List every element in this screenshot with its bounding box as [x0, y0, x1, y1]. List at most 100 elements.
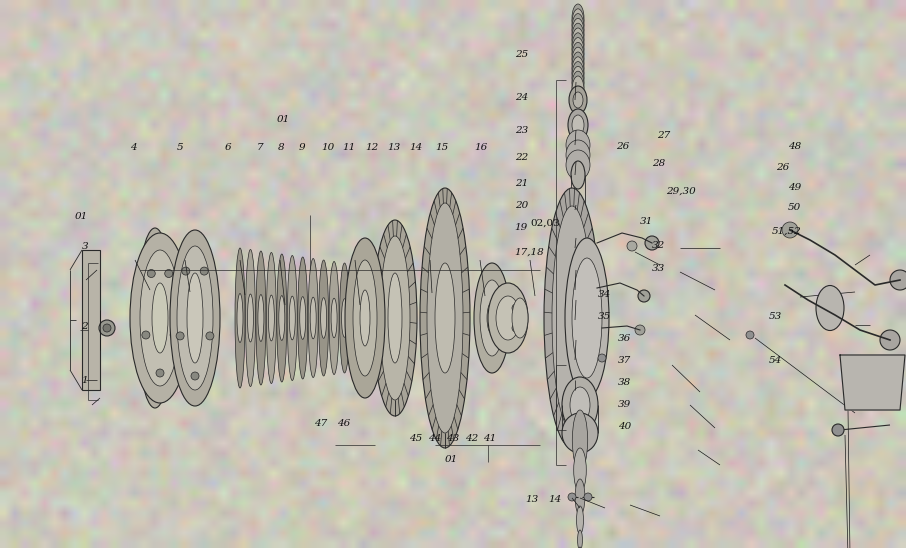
Circle shape: [880, 330, 900, 350]
Text: 51,52: 51,52: [772, 227, 802, 236]
Ellipse shape: [308, 259, 318, 378]
Circle shape: [512, 304, 520, 312]
Ellipse shape: [353, 260, 377, 376]
Ellipse shape: [298, 257, 308, 379]
Ellipse shape: [342, 299, 348, 337]
Ellipse shape: [246, 249, 255, 386]
Text: 5: 5: [177, 144, 183, 152]
Text: 17,18: 17,18: [515, 248, 545, 256]
Ellipse shape: [177, 246, 213, 390]
Ellipse shape: [420, 188, 470, 448]
Ellipse shape: [572, 76, 584, 104]
Text: 12: 12: [365, 144, 379, 152]
Ellipse shape: [572, 38, 584, 66]
Ellipse shape: [247, 294, 254, 342]
Ellipse shape: [572, 19, 584, 47]
Text: 22: 22: [515, 153, 528, 162]
Circle shape: [890, 270, 906, 290]
Circle shape: [845, 395, 855, 405]
Circle shape: [645, 236, 659, 250]
Circle shape: [584, 493, 592, 501]
Text: 31: 31: [640, 218, 653, 226]
Ellipse shape: [496, 296, 520, 340]
Circle shape: [885, 385, 895, 395]
Text: 36: 36: [618, 334, 631, 343]
Ellipse shape: [512, 298, 528, 338]
Ellipse shape: [373, 220, 417, 416]
Ellipse shape: [570, 387, 590, 423]
Ellipse shape: [572, 42, 584, 70]
Text: 23: 23: [515, 126, 528, 135]
Text: 42: 42: [465, 434, 478, 443]
Ellipse shape: [141, 240, 169, 396]
Text: 46: 46: [337, 419, 351, 427]
Ellipse shape: [329, 261, 339, 374]
Ellipse shape: [572, 71, 584, 99]
Text: 10: 10: [322, 144, 335, 152]
Ellipse shape: [572, 28, 584, 56]
Ellipse shape: [572, 33, 584, 61]
Bar: [82, 250, 100, 390]
Ellipse shape: [572, 66, 584, 94]
Circle shape: [782, 222, 798, 238]
Ellipse shape: [572, 23, 584, 51]
Ellipse shape: [573, 92, 583, 108]
Text: 26: 26: [776, 163, 790, 172]
Text: 2: 2: [82, 322, 88, 330]
Text: 01: 01: [445, 455, 458, 464]
Circle shape: [99, 320, 115, 336]
Text: 14: 14: [410, 144, 423, 152]
Text: 27: 27: [657, 132, 670, 140]
Circle shape: [156, 369, 164, 377]
Text: 28: 28: [652, 159, 666, 168]
Circle shape: [200, 267, 208, 275]
Circle shape: [746, 331, 754, 339]
Ellipse shape: [566, 140, 590, 170]
Ellipse shape: [575, 479, 585, 515]
Ellipse shape: [571, 161, 585, 189]
Circle shape: [165, 270, 173, 277]
Text: 21: 21: [515, 179, 528, 188]
Ellipse shape: [578, 547, 582, 548]
Text: 53: 53: [768, 312, 782, 321]
Ellipse shape: [572, 14, 584, 42]
Text: 54: 54: [768, 356, 782, 365]
Text: 29,30: 29,30: [666, 186, 696, 195]
Ellipse shape: [573, 410, 588, 470]
Text: 37: 37: [618, 356, 631, 365]
Circle shape: [598, 354, 606, 362]
Ellipse shape: [170, 230, 220, 406]
Ellipse shape: [321, 298, 327, 338]
Ellipse shape: [187, 273, 203, 363]
Circle shape: [512, 324, 520, 332]
Circle shape: [832, 424, 844, 436]
Ellipse shape: [577, 530, 583, 548]
Ellipse shape: [572, 115, 584, 135]
Ellipse shape: [345, 238, 385, 398]
Text: 16: 16: [475, 144, 488, 152]
Ellipse shape: [130, 233, 190, 403]
Ellipse shape: [388, 273, 402, 363]
Text: 9: 9: [299, 144, 305, 152]
Text: 7: 7: [256, 144, 263, 152]
Circle shape: [206, 332, 214, 340]
Text: 35: 35: [598, 312, 612, 321]
Ellipse shape: [352, 299, 358, 336]
Circle shape: [148, 270, 155, 277]
Text: 13: 13: [525, 495, 539, 504]
Ellipse shape: [569, 217, 587, 253]
Ellipse shape: [566, 150, 590, 180]
Ellipse shape: [568, 109, 588, 141]
Text: 11: 11: [342, 144, 356, 152]
Ellipse shape: [235, 248, 245, 388]
Ellipse shape: [488, 283, 528, 353]
Text: 02,03: 02,03: [530, 219, 560, 228]
Circle shape: [182, 267, 189, 275]
Ellipse shape: [565, 238, 609, 398]
Text: 39: 39: [618, 400, 631, 409]
Text: 8: 8: [278, 144, 284, 152]
Circle shape: [142, 331, 149, 339]
Text: 47: 47: [314, 419, 328, 427]
Text: 4: 4: [130, 144, 136, 152]
Circle shape: [638, 290, 650, 302]
